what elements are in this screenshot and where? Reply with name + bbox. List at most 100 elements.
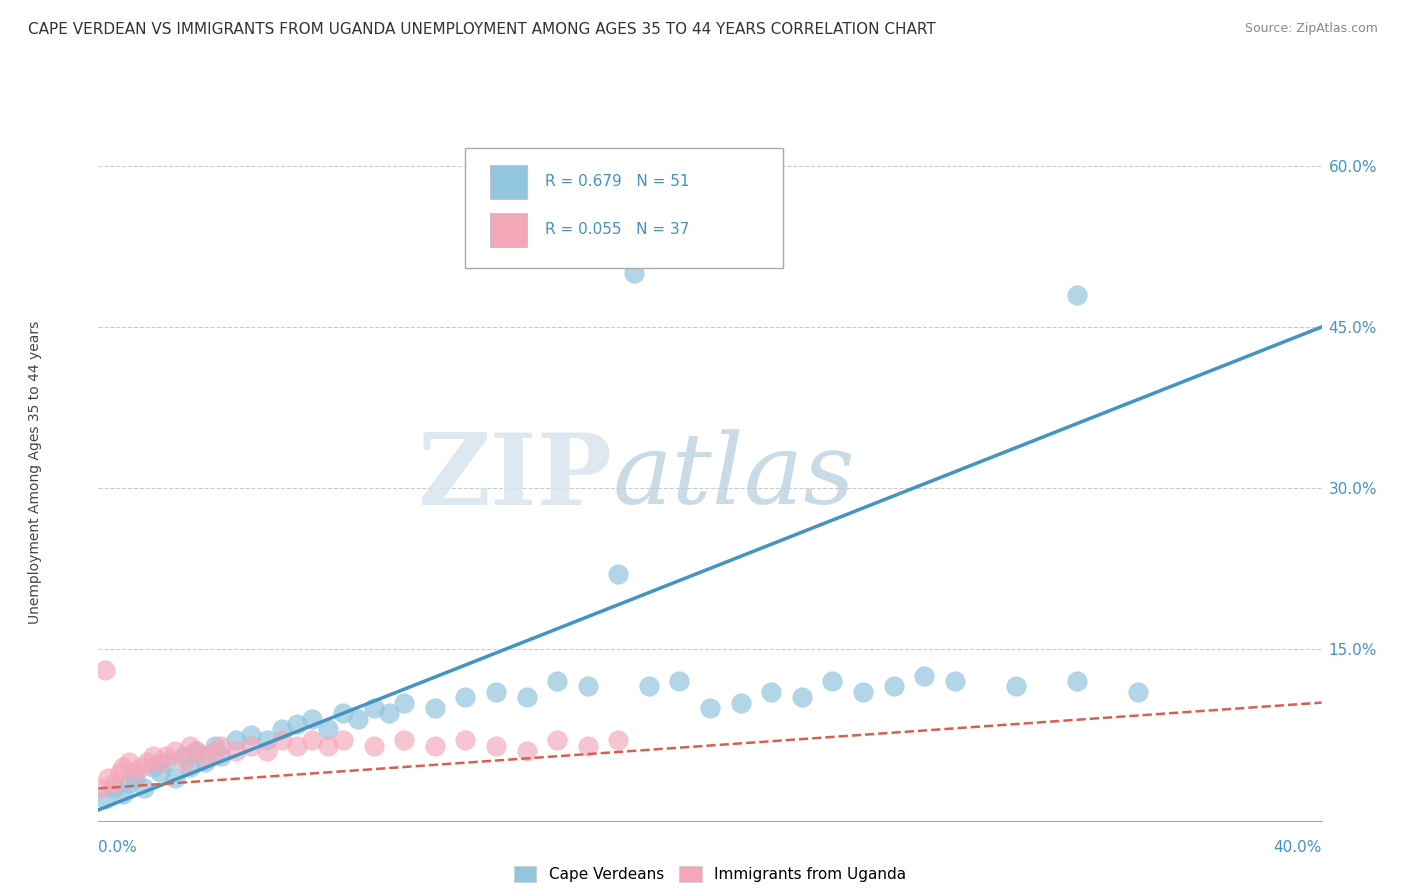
FancyBboxPatch shape: [465, 147, 783, 268]
Point: [270, 733, 292, 747]
Point: [186, 744, 208, 758]
Point: [546, 674, 568, 689]
Point: [134, 781, 156, 796]
Text: ZIP: ZIP: [418, 429, 612, 525]
Point: [790, 690, 813, 705]
Point: [142, 760, 165, 774]
Point: [285, 717, 308, 731]
Point: [301, 733, 323, 747]
Point: [607, 566, 630, 581]
Point: [623, 266, 645, 280]
Point: [270, 723, 292, 737]
Point: [108, 765, 131, 780]
Point: [118, 776, 141, 790]
Text: R = 0.055   N = 37: R = 0.055 N = 37: [546, 222, 689, 237]
Point: [516, 744, 538, 758]
Point: [392, 733, 416, 747]
Point: [129, 760, 152, 774]
Point: [124, 771, 146, 785]
Bar: [489, 213, 526, 247]
Point: [454, 690, 477, 705]
Point: [912, 669, 935, 683]
Point: [90, 781, 112, 796]
Point: [179, 739, 201, 753]
Point: [155, 749, 177, 764]
Point: [124, 765, 146, 780]
Point: [1066, 674, 1088, 689]
Point: [699, 701, 721, 715]
Point: [821, 674, 844, 689]
Point: [637, 680, 661, 694]
Point: [111, 760, 134, 774]
Point: [256, 733, 278, 747]
Point: [423, 701, 446, 715]
Point: [576, 739, 599, 753]
Point: [163, 744, 186, 758]
Legend: Cape Verdeans, Immigrants from Uganda: Cape Verdeans, Immigrants from Uganda: [508, 861, 912, 888]
Point: [1128, 685, 1150, 699]
Text: atlas: atlas: [612, 430, 855, 524]
Point: [204, 744, 226, 758]
Point: [136, 755, 159, 769]
Point: [546, 733, 568, 747]
Point: [852, 685, 875, 699]
Point: [179, 760, 201, 774]
Point: [209, 749, 232, 764]
Text: 0.0%: 0.0%: [98, 840, 138, 855]
Point: [194, 749, 217, 764]
Text: R = 0.679   N = 51: R = 0.679 N = 51: [546, 174, 689, 189]
Point: [240, 739, 263, 753]
Point: [576, 680, 599, 694]
Point: [93, 792, 115, 806]
Point: [163, 771, 186, 785]
Point: [194, 755, 217, 769]
Point: [155, 755, 177, 769]
Point: [1066, 287, 1088, 301]
Point: [142, 749, 165, 764]
Point: [111, 787, 134, 801]
Point: [1004, 680, 1026, 694]
Point: [454, 733, 477, 747]
Point: [392, 696, 416, 710]
Bar: [489, 165, 526, 199]
Point: [332, 706, 354, 721]
Point: [103, 781, 125, 796]
Point: [97, 771, 120, 785]
Point: [186, 744, 208, 758]
Point: [516, 690, 538, 705]
Text: 40.0%: 40.0%: [1274, 840, 1322, 855]
Point: [759, 685, 782, 699]
Point: [173, 749, 195, 764]
Point: [943, 674, 966, 689]
Point: [118, 755, 141, 769]
Text: Source: ZipAtlas.com: Source: ZipAtlas.com: [1244, 22, 1378, 36]
Point: [173, 755, 195, 769]
Point: [204, 739, 226, 753]
Point: [149, 755, 172, 769]
Point: [668, 674, 690, 689]
Point: [256, 744, 278, 758]
Point: [93, 664, 115, 678]
Point: [240, 728, 263, 742]
Point: [301, 712, 323, 726]
Point: [347, 712, 370, 726]
Point: [103, 776, 125, 790]
Point: [316, 739, 339, 753]
Point: [485, 685, 508, 699]
Point: [316, 723, 339, 737]
Point: [485, 739, 508, 753]
Point: [730, 696, 752, 710]
Point: [209, 739, 232, 753]
Point: [378, 706, 401, 721]
Point: [225, 733, 247, 747]
Point: [363, 701, 385, 715]
Text: Unemployment Among Ages 35 to 44 years: Unemployment Among Ages 35 to 44 years: [28, 321, 42, 624]
Point: [423, 739, 446, 753]
Point: [607, 733, 630, 747]
Point: [225, 744, 247, 758]
Point: [363, 739, 385, 753]
Point: [285, 739, 308, 753]
Point: [332, 733, 354, 747]
Point: [149, 765, 172, 780]
Point: [883, 680, 905, 694]
